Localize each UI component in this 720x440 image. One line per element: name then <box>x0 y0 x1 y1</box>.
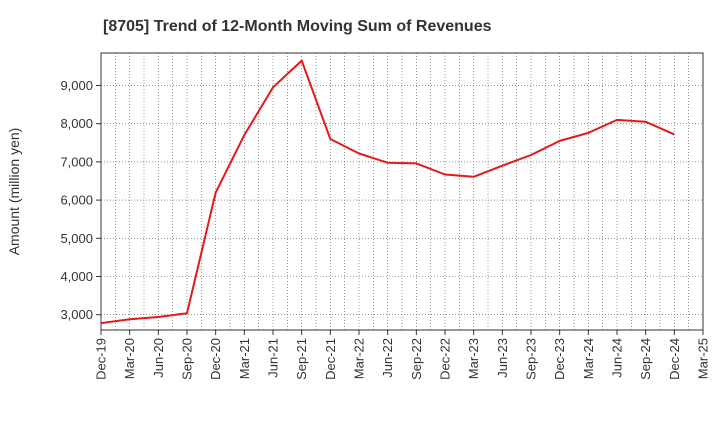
series-line <box>100 59 675 325</box>
x-tick-label: Mar-23 <box>466 338 481 379</box>
x-tick-label: Mar-24 <box>581 338 596 379</box>
x-tick-label: Jun-24 <box>610 338 625 378</box>
y-tick-label: 7,000 <box>60 154 93 169</box>
x-tick-label: Dec-23 <box>552 338 567 380</box>
y-tick-label: 9,000 <box>60 78 93 93</box>
x-tick-label: Dec-22 <box>438 338 453 380</box>
x-tick-label: Dec-20 <box>208 338 223 380</box>
x-tick-label: Sep-20 <box>180 338 195 380</box>
x-tick-label: Mar-25 <box>696 338 711 379</box>
x-tick-label: Jun-22 <box>380 338 395 378</box>
y-tick-label: 5,000 <box>60 231 93 246</box>
grid <box>101 53 703 330</box>
x-tick-label: Mar-20 <box>122 338 137 379</box>
x-tick-label: Sep-24 <box>638 338 653 380</box>
plot-area <box>100 52 704 331</box>
x-tick-label: Mar-22 <box>352 338 367 379</box>
y-axis-label: Amount (million yen) <box>6 128 22 256</box>
x-tick-label: Mar-21 <box>237 338 252 379</box>
x-tick-label: Jun-23 <box>495 338 510 378</box>
x-tick-label: Dec-24 <box>667 338 682 380</box>
series-layer <box>100 59 675 325</box>
chart-title: [8705] Trend of 12-Month Moving Sum of R… <box>103 18 492 35</box>
x-tick-label: Sep-23 <box>524 338 539 380</box>
y-tick-label: 4,000 <box>60 269 93 284</box>
y-tick-label: 3,000 <box>60 307 93 322</box>
y-axis: 3,000 4,000 5,000 6,000 7,000 8,000 9,000 <box>60 78 101 322</box>
x-tick-label: Sep-21 <box>294 338 309 380</box>
y-tick-label: 6,000 <box>60 193 93 208</box>
x-axis: Dec-19 Mar-20 Jun-20 Sep-20 Dec-20 Mar-21 Jun-… <box>94 330 711 380</box>
y-tick-label: 8,000 <box>60 116 93 131</box>
x-tick-label: Dec-19 <box>94 338 109 380</box>
x-tick-label: Jun-21 <box>266 338 281 378</box>
x-tick-label: Dec-21 <box>323 338 338 380</box>
x-tick-label: Jun-20 <box>151 338 166 378</box>
x-tick-label: Sep-22 <box>409 338 424 380</box>
